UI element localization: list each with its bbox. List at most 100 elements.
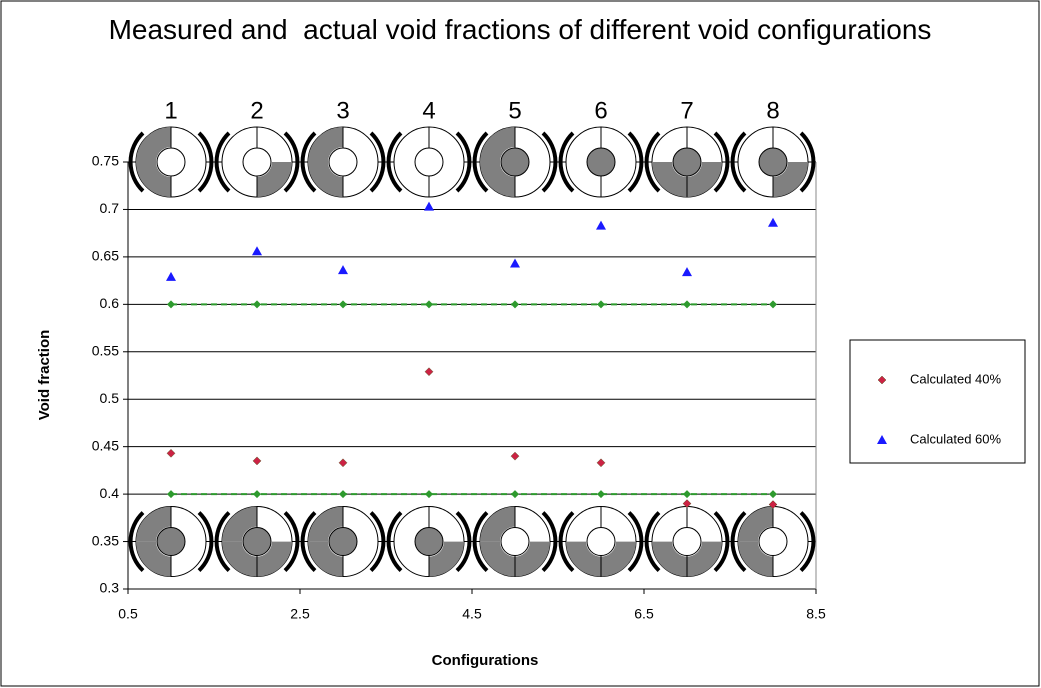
y-tick-label: 0.75 bbox=[92, 153, 119, 169]
y-tick-label: 0.35 bbox=[92, 532, 119, 548]
icon-rim bbox=[472, 511, 489, 573]
config-label: 5 bbox=[508, 97, 521, 124]
icon-rim bbox=[627, 511, 644, 573]
icon-quadrant bbox=[308, 506, 343, 542]
icon-center bbox=[242, 527, 272, 557]
x-tick-label: 6.5 bbox=[634, 606, 654, 622]
data-point bbox=[511, 490, 519, 499]
icon-rim bbox=[300, 511, 317, 573]
data-point bbox=[339, 490, 347, 499]
config-icon bbox=[214, 126, 300, 198]
icon-rim bbox=[713, 131, 730, 193]
icon-rim bbox=[541, 131, 558, 193]
icon-rim bbox=[558, 131, 575, 193]
config-icon bbox=[128, 126, 214, 198]
icon-rim bbox=[197, 511, 214, 573]
icon-rim bbox=[541, 511, 558, 573]
data-point bbox=[424, 201, 434, 211]
icon-rim bbox=[214, 131, 231, 193]
data-point bbox=[682, 267, 692, 277]
icon-center bbox=[328, 527, 358, 557]
icon-center bbox=[500, 527, 530, 557]
data-point bbox=[425, 490, 433, 499]
data-point bbox=[597, 490, 605, 499]
data-point bbox=[596, 458, 606, 468]
config-icon bbox=[730, 506, 816, 578]
config-icon bbox=[558, 126, 644, 198]
icon-rim bbox=[283, 511, 300, 573]
icon-quadrant bbox=[136, 127, 171, 162]
icon-quadrant bbox=[652, 162, 687, 197]
config-label: 2 bbox=[250, 97, 263, 124]
icon-center bbox=[586, 527, 616, 557]
icon-quadrant bbox=[566, 541, 601, 577]
data-point bbox=[253, 490, 261, 499]
icon-quadrant bbox=[480, 162, 515, 197]
icon-center bbox=[500, 147, 530, 177]
icon-rim bbox=[455, 511, 472, 573]
config-icon bbox=[300, 126, 386, 198]
data-point bbox=[511, 300, 519, 309]
config-icon bbox=[472, 506, 558, 578]
icon-quadrant bbox=[257, 541, 292, 577]
data-point bbox=[338, 458, 348, 468]
icon-center bbox=[242, 147, 272, 177]
icon-quadrant bbox=[136, 541, 171, 577]
config-icon bbox=[128, 506, 214, 578]
data-point bbox=[166, 448, 176, 458]
icon-center bbox=[156, 527, 186, 557]
y-tick-label: 0.55 bbox=[92, 342, 119, 358]
config-icon bbox=[386, 506, 472, 578]
icon-quadrant bbox=[429, 541, 464, 577]
icon-quadrant bbox=[308, 127, 343, 162]
data-point bbox=[252, 456, 262, 466]
icon-center bbox=[156, 147, 186, 177]
icon-rim bbox=[128, 511, 145, 573]
icon-quadrant bbox=[687, 162, 722, 197]
icon-center bbox=[586, 147, 616, 177]
y-tick-label: 0.7 bbox=[100, 200, 120, 216]
config-icon bbox=[214, 506, 300, 578]
config-icon bbox=[644, 506, 730, 578]
config-label: 3 bbox=[336, 97, 349, 124]
icon-center bbox=[672, 527, 702, 557]
icon-quadrant bbox=[222, 541, 257, 577]
config-label: 7 bbox=[680, 97, 693, 124]
data-point bbox=[339, 300, 347, 309]
icon-rim bbox=[472, 131, 489, 193]
data-point bbox=[167, 300, 175, 309]
data-point bbox=[425, 300, 433, 309]
icon-rim bbox=[730, 511, 747, 573]
icon-quadrant bbox=[738, 506, 773, 542]
icon-quadrant bbox=[687, 541, 722, 577]
icon-rim bbox=[730, 131, 747, 193]
x-tick-label: 2.5 bbox=[290, 606, 310, 622]
icon-rim bbox=[386, 131, 403, 193]
icon-quadrant bbox=[601, 541, 636, 577]
data-point bbox=[682, 499, 692, 508]
legend-label: Calculated 40% bbox=[910, 371, 1001, 386]
legend-marker bbox=[877, 375, 887, 385]
y-tick-label: 0.65 bbox=[92, 248, 119, 264]
data-point bbox=[683, 490, 691, 499]
icon-rim bbox=[128, 131, 145, 193]
icon-rim bbox=[799, 511, 816, 573]
icon-rim bbox=[386, 511, 403, 573]
icon-quadrant bbox=[480, 127, 515, 162]
data-point bbox=[510, 451, 520, 461]
data-point bbox=[252, 246, 262, 256]
icon-quadrant bbox=[480, 506, 515, 542]
icon-rim bbox=[644, 131, 661, 193]
icon-rim bbox=[713, 511, 730, 573]
data-point bbox=[768, 217, 778, 227]
icon-rim bbox=[283, 131, 300, 193]
y-tick-label: 0.4 bbox=[100, 485, 120, 501]
icon-rim bbox=[300, 131, 317, 193]
x-tick-label: 4.5 bbox=[462, 606, 482, 622]
icon-quadrant bbox=[222, 506, 257, 542]
y-tick-label: 0.45 bbox=[92, 437, 119, 453]
icon-center bbox=[672, 147, 702, 177]
icon-quadrant bbox=[515, 541, 550, 577]
